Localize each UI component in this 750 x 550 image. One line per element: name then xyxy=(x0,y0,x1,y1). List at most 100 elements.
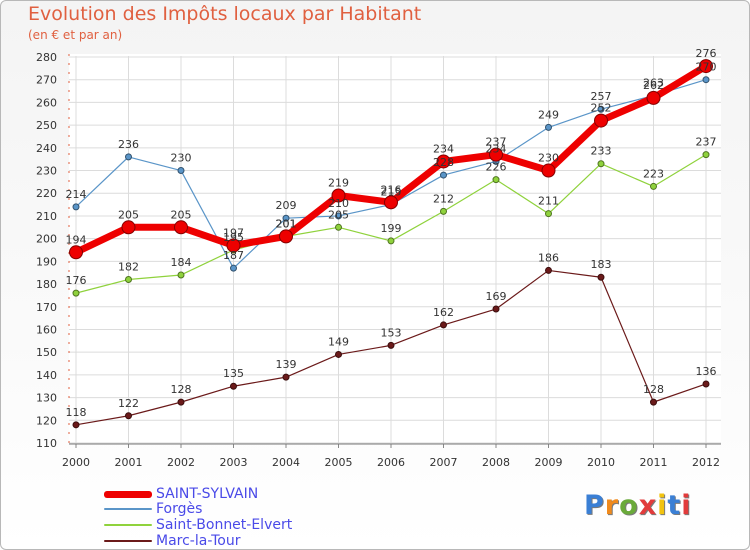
data-point xyxy=(597,273,605,281)
legend-label: Marc-la-Tour xyxy=(156,533,241,549)
legend-swatch xyxy=(104,490,152,498)
x-tick-label: 2008 xyxy=(482,456,510,469)
data-point xyxy=(384,195,398,210)
y-tick-label: 240 xyxy=(36,142,57,155)
y-tick-label: 160 xyxy=(36,323,57,336)
data-point xyxy=(177,271,185,279)
data-label: 194 xyxy=(66,233,87,246)
data-point xyxy=(545,210,552,218)
data-point xyxy=(279,229,293,244)
data-label: 215 xyxy=(381,186,402,199)
data-point xyxy=(702,76,710,84)
x-tick-label: 2003 xyxy=(220,456,248,469)
data-point xyxy=(545,266,552,274)
x-tick-label: 2007 xyxy=(430,456,458,469)
x-tick-label: 2009 xyxy=(535,456,563,469)
data-label: 236 xyxy=(118,138,139,151)
data-label: 262 xyxy=(643,79,664,92)
data-label: 237 xyxy=(486,136,507,149)
data-point xyxy=(282,214,290,222)
x-tick-label: 2006 xyxy=(377,456,405,469)
y-tick-label: 280 xyxy=(36,51,57,64)
x-tick-label: 2000 xyxy=(62,456,90,469)
data-label: 139 xyxy=(276,358,297,371)
data-label: 149 xyxy=(328,335,349,348)
data-label: 233 xyxy=(591,145,612,158)
data-label: 210 xyxy=(328,197,349,210)
data-point xyxy=(492,176,500,184)
data-label: 211 xyxy=(538,195,559,208)
data-label: 263 xyxy=(643,77,664,90)
data-label: 205 xyxy=(118,208,139,221)
data-label: 197 xyxy=(223,226,244,239)
data-point xyxy=(492,305,500,313)
data-point xyxy=(541,163,556,178)
data-point xyxy=(335,212,342,220)
data-label: 162 xyxy=(433,306,454,319)
data-point xyxy=(702,380,710,388)
data-point xyxy=(72,421,80,429)
x-tick-label: 2002 xyxy=(167,456,195,469)
data-label: 226 xyxy=(486,161,507,174)
data-point xyxy=(440,171,447,179)
data-point xyxy=(226,238,241,253)
data-label: 234 xyxy=(486,142,507,155)
data-point xyxy=(72,203,80,211)
data-point xyxy=(440,321,447,329)
data-label: 212 xyxy=(433,192,454,205)
y-tick-label: 220 xyxy=(36,187,57,200)
legend-label: SAINT-SYLVAIN xyxy=(156,486,259,502)
data-label: 118 xyxy=(66,406,87,419)
data-label: 223 xyxy=(643,167,664,180)
data-point xyxy=(650,182,657,190)
y-tick-label: 170 xyxy=(36,301,57,314)
data-point xyxy=(125,153,132,161)
data-label: 128 xyxy=(171,383,192,396)
data-label: 216 xyxy=(381,183,402,196)
data-label: 257 xyxy=(591,90,612,103)
data-point xyxy=(436,154,451,169)
data-label: 249 xyxy=(538,108,559,121)
data-label: 186 xyxy=(538,251,559,264)
y-tick-label: 150 xyxy=(36,346,57,359)
legend-swatch xyxy=(104,508,152,510)
y-tick-label: 130 xyxy=(36,392,57,405)
data-label: 182 xyxy=(118,261,139,274)
x-tick-label: 2012 xyxy=(692,456,720,469)
data-label: 184 xyxy=(171,256,192,269)
data-label: 276 xyxy=(696,47,717,60)
y-tick-label: 230 xyxy=(36,165,57,178)
y-tick-label: 180 xyxy=(36,278,57,291)
legend-item: Forgès xyxy=(104,501,202,517)
data-point xyxy=(597,160,605,168)
data-label: 237 xyxy=(696,136,717,149)
data-point xyxy=(177,398,185,406)
legend-item: Marc-la-Tour xyxy=(104,533,240,549)
data-label: 187 xyxy=(223,249,244,262)
data-point xyxy=(282,373,290,381)
y-tick-label: 110 xyxy=(36,437,57,450)
data-label: 205 xyxy=(171,208,192,221)
data-point xyxy=(125,412,132,420)
data-label: 176 xyxy=(66,274,87,287)
data-label: 201 xyxy=(276,217,297,230)
data-point xyxy=(230,264,237,272)
legend-label: Forgès xyxy=(156,501,203,517)
data-point xyxy=(72,289,80,297)
legend-swatch xyxy=(104,540,152,542)
x-tick-label: 2010 xyxy=(587,456,615,469)
data-label: 230 xyxy=(171,152,192,165)
data-label: 153 xyxy=(381,326,402,339)
data-label: 122 xyxy=(118,397,139,410)
legend-item: Saint-Bonnet-Elvert xyxy=(104,517,292,533)
data-label: 195 xyxy=(223,231,244,244)
data-point xyxy=(489,147,503,162)
data-point xyxy=(174,220,188,235)
data-label: 270 xyxy=(696,61,717,74)
y-tick-label: 250 xyxy=(36,119,57,132)
data-label: 228 xyxy=(433,156,454,169)
legend-label: Saint-Bonnet-Elvert xyxy=(156,517,293,533)
y-tick-label: 210 xyxy=(36,210,57,223)
